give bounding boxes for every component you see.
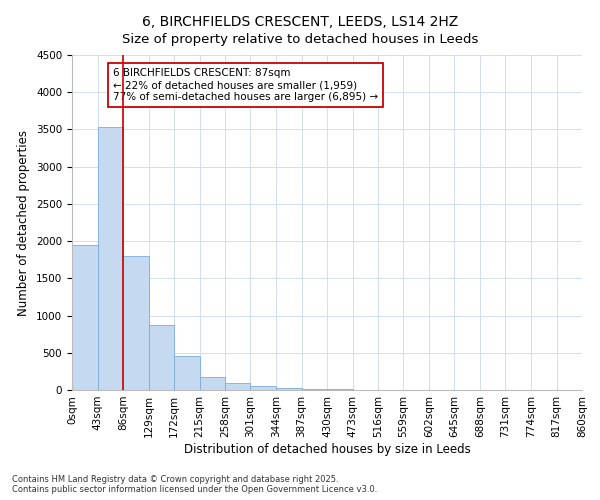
- Text: 6 BIRCHFIELDS CRESCENT: 87sqm
← 22% of detached houses are smaller (1,959)
77% o: 6 BIRCHFIELDS CRESCENT: 87sqm ← 22% of d…: [113, 68, 378, 102]
- Y-axis label: Number of detached properties: Number of detached properties: [17, 130, 31, 316]
- Bar: [302, 388, 327, 390]
- Text: Contains HM Land Registry data © Crown copyright and database right 2025.
Contai: Contains HM Land Registry data © Crown c…: [12, 474, 377, 494]
- Bar: [149, 325, 174, 390]
- Bar: [72, 245, 97, 390]
- Bar: [225, 382, 251, 390]
- Text: Size of property relative to detached houses in Leeds: Size of property relative to detached ho…: [122, 32, 478, 46]
- Text: 6, BIRCHFIELDS CRESCENT, LEEDS, LS14 2HZ: 6, BIRCHFIELDS CRESCENT, LEEDS, LS14 2HZ: [142, 15, 458, 29]
- Bar: [97, 127, 123, 390]
- Bar: [174, 356, 199, 390]
- Bar: [123, 256, 149, 390]
- Bar: [276, 388, 302, 390]
- Bar: [251, 386, 276, 390]
- Bar: [199, 377, 225, 390]
- X-axis label: Distribution of detached houses by size in Leeds: Distribution of detached houses by size …: [184, 442, 470, 456]
